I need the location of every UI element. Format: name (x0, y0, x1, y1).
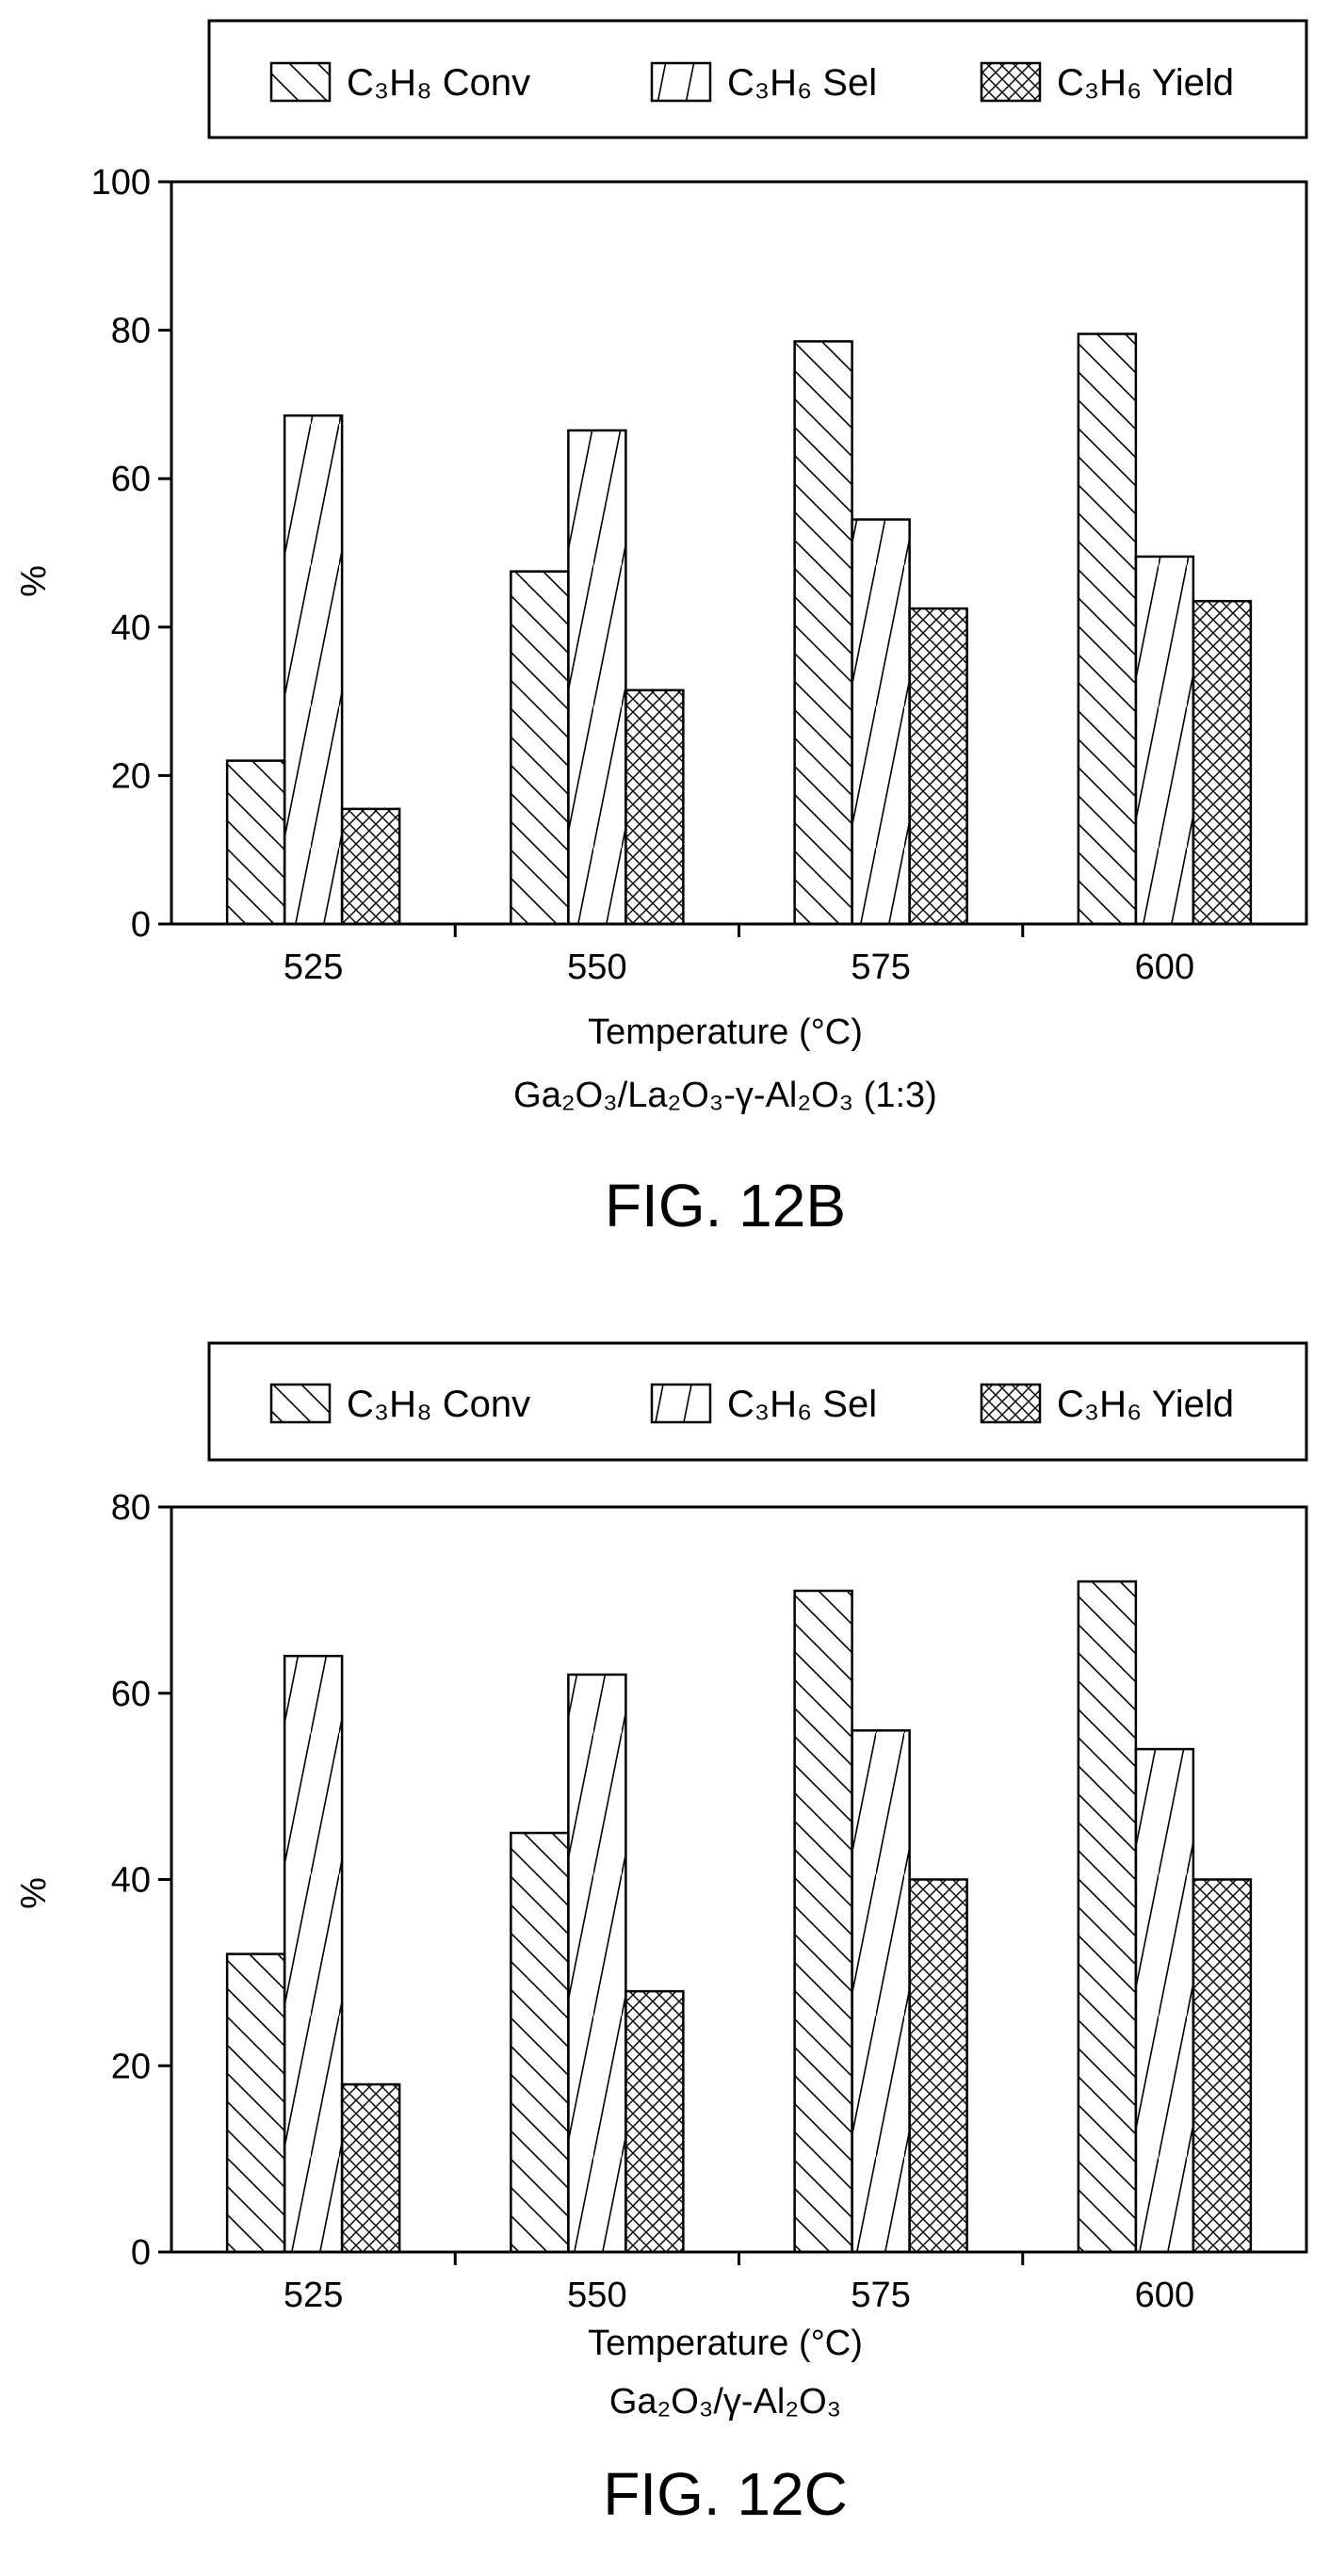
y-tick-label: 100 (91, 163, 151, 203)
bar (624, 689, 685, 926)
x-axis-label: Temperature (°C) (588, 2324, 863, 2363)
bar (793, 1589, 853, 2254)
y-axis-ticks: 0 20 40 60 80 (111, 1488, 171, 2273)
figure-caption: FIG. 12B (605, 1172, 846, 1239)
bar (793, 340, 853, 926)
bar (1192, 1878, 1253, 2254)
bar (1077, 332, 1138, 926)
bar (283, 413, 344, 926)
figure-caption: FIG. 12C (603, 2460, 848, 2528)
bars (225, 332, 1253, 926)
x-tick-label: 550 (567, 2276, 626, 2315)
x-axis-ticks: 525 550 575 600 (284, 2252, 1194, 2315)
y-tick-label: 60 (111, 1675, 151, 1714)
bar (283, 1654, 344, 2254)
x-tick-label: 575 (851, 948, 910, 987)
y-tick-label: 60 (111, 460, 151, 499)
figure-12c: C₃H₈ Conv C₃H₆ Sel C₃H₆ Yield 0 20 40 60 80 … (0, 1309, 1330, 2576)
bar (340, 807, 401, 926)
figure-12b: C₃H₈ Conv C₃H₆ Sel C₃H₆ Yield 0 20 40 60 80 1… (0, 0, 1330, 1267)
bar (908, 607, 968, 926)
bar (908, 1878, 968, 2254)
bar (510, 570, 570, 926)
legend-swatch-sel (650, 61, 712, 103)
y-tick-label: 0 (131, 2233, 151, 2273)
x-tick-label: 600 (1135, 948, 1194, 987)
bar (1077, 1580, 1138, 2254)
legend-swatch-yield (980, 1383, 1042, 1424)
legend-swatch-conv (269, 1383, 332, 1424)
x-tick-label: 600 (1135, 2276, 1194, 2315)
y-tick-label: 20 (111, 756, 151, 796)
bar (624, 1989, 685, 2254)
legend-label-sel: C₃H₆ Sel (727, 62, 877, 104)
x-tick-label: 525 (284, 948, 343, 987)
bar (1192, 599, 1253, 926)
legend-label-conv: C₃H₈ Conv (347, 1384, 530, 1425)
bar (1134, 1747, 1195, 2254)
y-tick-label: 20 (111, 2047, 151, 2086)
legend: C₃H₈ Conv C₃H₆ Sel C₃H₆ Yield (269, 1383, 1234, 1425)
legend-swatch-conv (269, 61, 332, 103)
y-axis-label: % (14, 1877, 54, 1909)
bar (225, 1952, 286, 2254)
legend-frame (207, 1341, 1308, 1462)
y-tick-label: 80 (111, 312, 151, 351)
y-tick-label: 40 (111, 608, 151, 648)
bar (851, 518, 911, 926)
bars (225, 1580, 1253, 2254)
legend: C₃H₈ Conv C₃H₆ Sel C₃H₆ Yield (269, 61, 1234, 104)
legend-frame (207, 19, 1308, 139)
y-axis-ticks: 0 20 40 60 80 100 (91, 163, 171, 945)
y-tick-label: 40 (111, 1861, 151, 1901)
bar (851, 1729, 911, 2254)
legend-label-sel: C₃H₆ Sel (727, 1384, 877, 1425)
chart-12b: C₃H₈ Conv C₃H₆ Sel C₃H₆ Yield 0 20 40 60 80 1… (14, 19, 1308, 1239)
legend-label-yield: C₃H₆ Yield (1057, 62, 1234, 104)
y-axis-label: % (14, 565, 54, 597)
bar (1134, 555, 1195, 926)
bar (340, 2082, 401, 2254)
bar (510, 1831, 570, 2254)
chart-subtitle: Ga₂O₃/La₂O₃-γ-Al₂O₃ (1:3) (513, 1076, 937, 1115)
x-axis-ticks: 525 550 575 600 (284, 924, 1194, 987)
x-tick-label: 525 (284, 2276, 343, 2315)
bar (567, 1673, 627, 2254)
x-axis-label: Temperature (°C) (588, 1013, 863, 1052)
legend-label-conv: C₃H₈ Conv (347, 62, 530, 104)
chart-12c: C₃H₈ Conv C₃H₆ Sel C₃H₆ Yield 020406080 … (14, 1341, 1308, 2528)
x-tick-label: 575 (851, 2276, 910, 2315)
legend-swatch-yield (980, 61, 1042, 103)
bar (567, 429, 627, 926)
legend-label-yield: C₃H₆ Yield (1057, 1384, 1234, 1425)
y-tick-label: 80 (111, 1488, 151, 1528)
legend-swatch-sel (650, 1383, 712, 1424)
y-tick-label: 0 (131, 905, 151, 945)
x-tick-label: 550 (567, 948, 626, 987)
bar (225, 759, 286, 926)
chart-subtitle: Ga₂O₃/γ-Al₂O₃ (609, 2382, 841, 2422)
